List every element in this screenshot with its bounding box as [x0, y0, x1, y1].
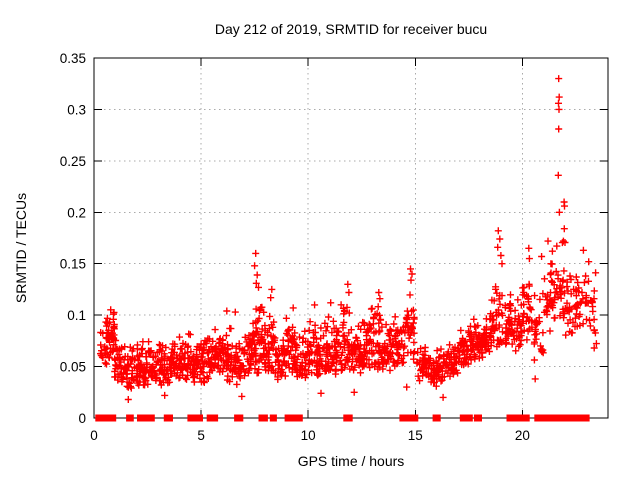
zero-value-marker: [569, 414, 580, 422]
zero-value-marker: [126, 414, 134, 422]
y-tick-label: 0.15: [60, 257, 86, 272]
zero-value-marker: [464, 414, 473, 422]
zero-value-marker: [287, 414, 295, 422]
zero-value-marker: [432, 414, 441, 422]
zero-value-marker: [95, 414, 107, 422]
zero-value-marker: [560, 414, 571, 422]
x-tick-label: 20: [515, 428, 530, 443]
zero-value-marker: [260, 414, 268, 422]
y-tick-label: 0.05: [60, 360, 86, 375]
data-points: [97, 75, 600, 403]
zero-value-marker: [459, 414, 468, 422]
zero-value-marker: [269, 414, 277, 422]
chart-title: Day 212 of 2019, SRMTID for receiver buc…: [214, 21, 488, 37]
zero-value-marker: [187, 414, 203, 422]
x-axis-label: GPS time / hours: [297, 453, 405, 469]
zero-value-marker: [406, 414, 419, 422]
x-tick-label: 15: [408, 428, 423, 443]
zero-value-marker: [105, 414, 117, 422]
zero-value-marker: [512, 414, 524, 422]
zero-value-marker: [577, 414, 590, 422]
y-axis-label: SRMTID / TECUs: [13, 192, 29, 304]
y-tick-label: 0: [78, 411, 86, 426]
x-tick-label: 5: [197, 428, 205, 443]
y-tick-label: 0.25: [60, 154, 86, 169]
zero-value-marker: [506, 414, 518, 422]
zero-value-marker: [142, 414, 155, 422]
zero-value-marker: [236, 414, 244, 422]
zero-value-marker: [343, 414, 353, 422]
zero-value-marker: [518, 414, 530, 422]
zero-value-marker: [473, 414, 482, 422]
y-tick-label: 0.3: [67, 102, 86, 117]
y-tick-label: 0.2: [67, 205, 86, 220]
x-tick-label: 10: [301, 428, 316, 443]
zero-value-marker: [547, 414, 563, 422]
zero-value-marker: [206, 414, 219, 422]
y-tick-label: 0.1: [67, 308, 86, 323]
zero-value-marker: [295, 414, 303, 422]
zero-value-marker: [137, 414, 147, 422]
zero-value-marker: [534, 414, 545, 422]
zero-value-marker: [163, 414, 173, 422]
zero-value-marker: [399, 414, 410, 422]
y-tick-label: 0.35: [60, 51, 86, 66]
x-tick-label: 0: [90, 428, 98, 443]
